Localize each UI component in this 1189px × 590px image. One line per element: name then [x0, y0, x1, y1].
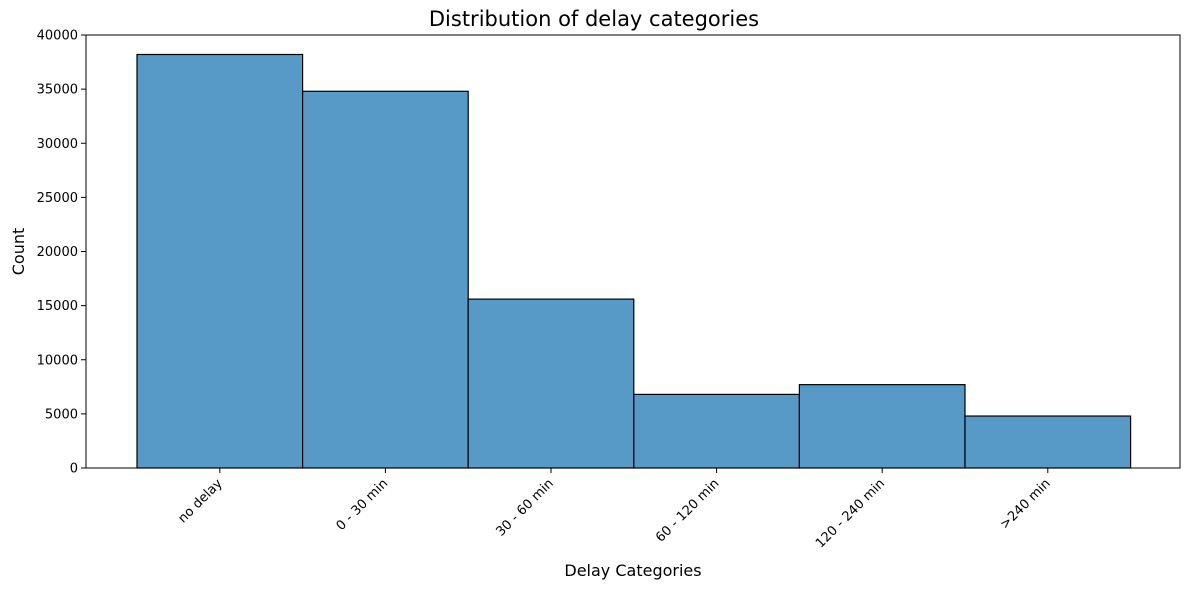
bar-3 [633, 393, 800, 469]
x-tick-label-1: 0 - 30 min [334, 476, 392, 534]
bar-4 [798, 384, 966, 469]
x-tick-label-3: 60 - 120 min [653, 476, 722, 545]
x-tick-label-5: >240 min [998, 476, 1054, 532]
y-tick-label-5: 25000 [37, 191, 78, 206]
bar-2 [467, 298, 635, 469]
y-tick-label-0: 0 [70, 462, 78, 477]
x-tick-label-0: no delay [176, 476, 226, 526]
y-tick-label-7: 35000 [37, 83, 78, 98]
x-axis-label: Delay Categories [564, 561, 701, 580]
y-axis: 0 5000 10000 15000 20000 25000 30000 35000 40000 [37, 29, 86, 477]
y-axis-label: Count [9, 228, 28, 276]
plot-frame [85, 34, 1181, 469]
x-axis: no delay 0 - 30 min 30 - 60 min 60 - 120 mi… [176, 468, 1054, 551]
bar-1 [302, 90, 469, 469]
y-tick-label-2: 10000 [37, 353, 78, 368]
y-tick-label-8: 40000 [37, 29, 78, 44]
y-tick-label-6: 30000 [37, 137, 78, 152]
y-tick-label-1: 5000 [45, 407, 78, 422]
chart-title: Distribution of delay categories [429, 7, 759, 31]
y-tick-label-3: 15000 [37, 299, 78, 314]
bar-5 [964, 415, 1132, 469]
x-tick-label-2: 30 - 60 min [493, 476, 556, 539]
x-tick-label-4: 120 - 240 min [813, 476, 888, 551]
y-tick-label-4: 20000 [37, 245, 78, 260]
bars-group [136, 53, 1132, 469]
bar-0 [136, 53, 304, 469]
